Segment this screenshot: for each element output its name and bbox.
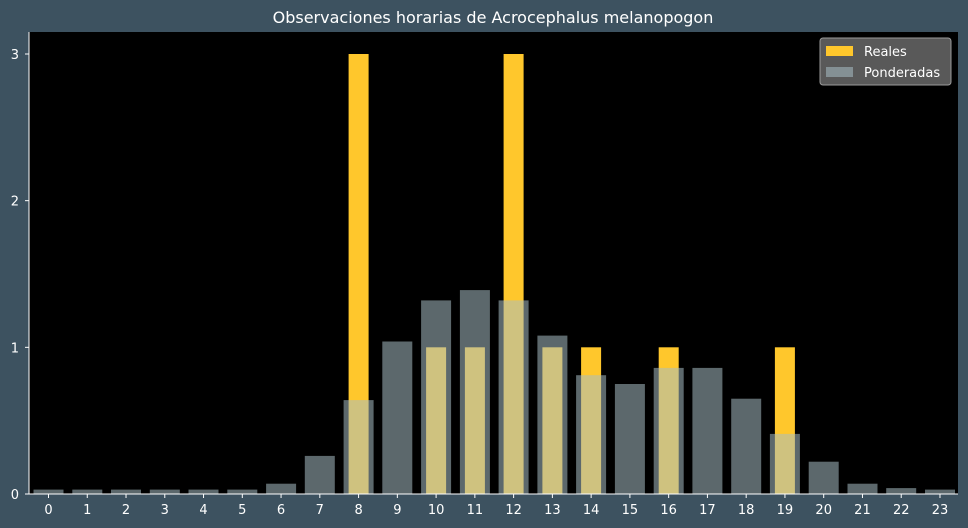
x-tick-label-19: 19 [777,503,794,518]
x-tick-label-2: 2 [122,503,130,518]
x-tick-label-20: 20 [815,503,832,518]
bar-ponderadas-19 [769,433,800,494]
legend: Reales Ponderadas [819,37,952,86]
bar-ponderadas-5 [227,489,258,494]
x-tick-label-12: 12 [505,503,522,518]
bar-ponderadas-7 [304,455,335,494]
bar-ponderadas-4 [188,489,219,494]
bar-ponderadas-0 [33,489,64,494]
bar-ponderadas-15 [614,384,645,494]
x-tick-label-7: 7 [316,503,324,518]
legend-swatch-1 [826,67,853,77]
bar-ponderadas-3 [149,489,180,494]
x-tick-label-9: 9 [393,503,401,518]
x-tick-label-13: 13 [544,503,561,518]
y-axis: 0 1 2 3 [11,32,30,503]
x-tick-label-6: 6 [277,503,285,518]
bar-ponderadas-22 [886,488,917,494]
bar-ponderadas-11 [459,290,490,494]
bar-ponderadas-12 [498,300,529,494]
x-tick-label-14: 14 [583,503,600,518]
legend-label-1: Ponderadas [864,66,940,81]
chart-title: Observaciones horarias de Acrocephalus m… [273,8,714,27]
x-tick-label-15: 15 [622,503,639,518]
bar-ponderadas-1 [72,489,103,494]
bar-ponderadas-23 [925,489,955,494]
bar-ponderadas-20 [808,461,839,494]
y-tick-label-2: 2 [11,195,19,210]
x-tick-label-0: 0 [44,503,52,518]
x-tick-label-3: 3 [161,503,169,518]
bar-ponderadas-10 [421,300,452,494]
legend-swatch-0 [826,46,853,56]
bar-ponderadas-8 [343,400,374,494]
x-tick-label-22: 22 [893,503,910,518]
bar-ponderadas-21 [847,483,878,494]
x-tick-label-16: 16 [660,503,677,518]
bar-ponderadas-18 [731,398,762,494]
ponderadas-bars [33,290,955,494]
bar-ponderadas-13 [537,335,568,494]
bar-ponderadas-6 [266,483,297,494]
x-tick-label-11: 11 [467,503,484,518]
y-tick-label-3: 3 [11,48,19,63]
y-tick-label-1: 1 [11,341,19,356]
x-tick-label-8: 8 [354,503,362,518]
bar-ponderadas-9 [382,341,413,494]
x-tick-label-4: 4 [199,503,207,518]
y-tick-label-0: 0 [11,488,19,503]
x-tick-label-18: 18 [738,503,755,518]
x-tick-label-21: 21 [854,503,871,518]
x-tick-label-17: 17 [699,503,716,518]
x-tick-label-23: 23 [932,503,949,518]
bar-ponderadas-2 [111,489,141,494]
x-tick-label-1: 1 [83,503,91,518]
bar-ponderadas-16 [653,367,684,494]
bar-ponderadas-17 [692,367,723,494]
x-tick-label-5: 5 [238,503,246,518]
x-axis: 0 1 2 3 4 5 6 7 8 9 10 11 12 13 14 15 16 17 18 19 20 21 22 23 [29,493,958,518]
bar-reales-8 [348,54,369,494]
legend-label-0: Reales [864,45,907,60]
plot-area [29,32,958,494]
x-tick-label-10: 10 [428,503,445,518]
bar-ponderadas-14 [576,375,607,494]
